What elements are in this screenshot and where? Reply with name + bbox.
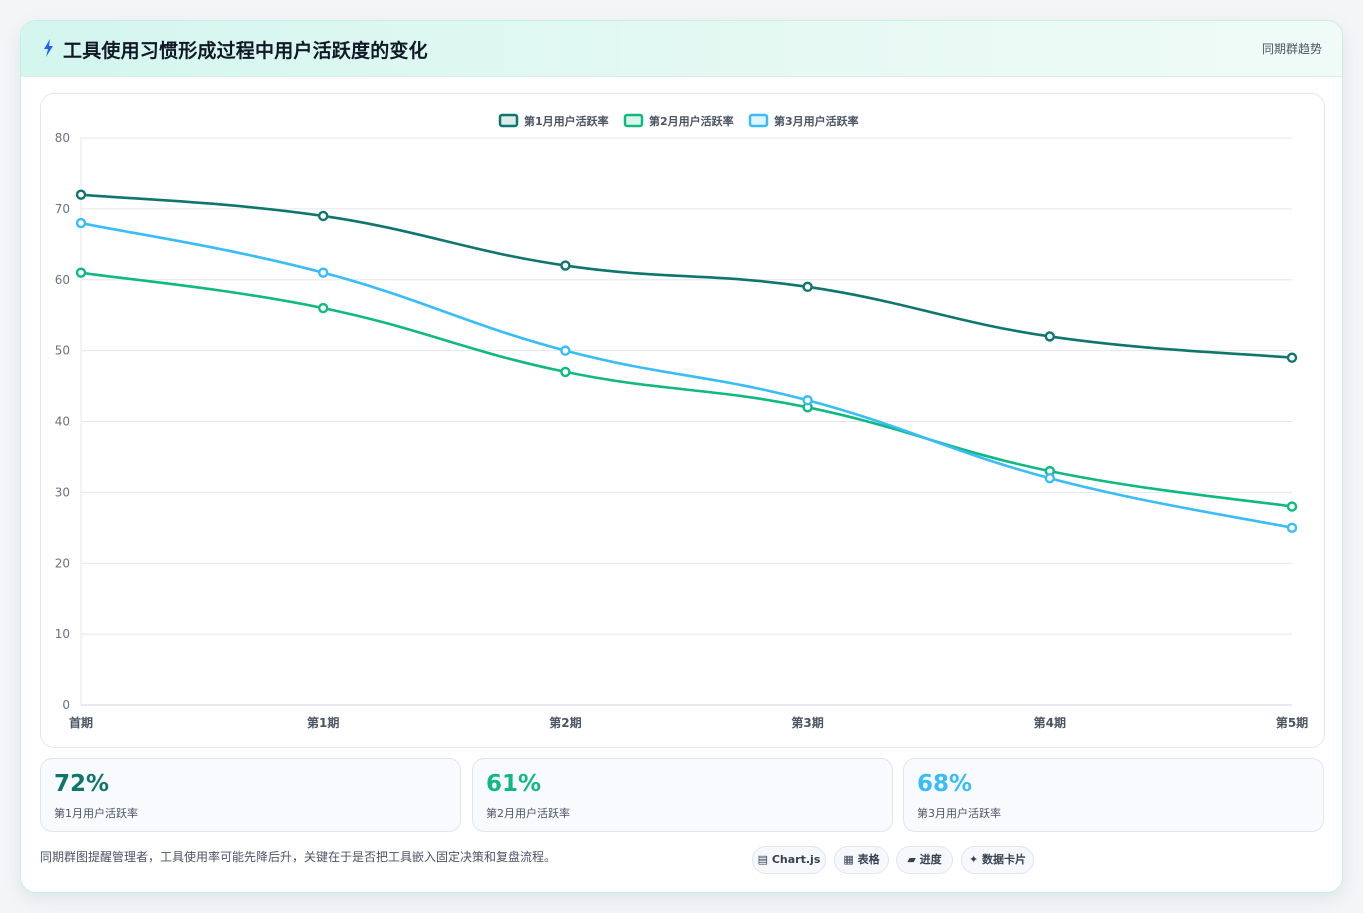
chip-data-card[interactable]: ✦ 数据卡片 bbox=[961, 846, 1034, 874]
data-point bbox=[75, 217, 87, 229]
progress-icon: ▰ bbox=[907, 853, 916, 866]
stat-label: 第3月用户活跃率 bbox=[917, 807, 1001, 820]
data-point bbox=[75, 189, 87, 200]
legend-label: 第1月用户活跃率 bbox=[524, 114, 609, 128]
data-point bbox=[318, 210, 329, 222]
footnote-text: 同期群图提醒管理者，工具使用率可能先降后升，关键在于是否把工具嵌入固定决策和复盘… bbox=[40, 850, 557, 864]
y-tick-label: 40 bbox=[55, 415, 70, 429]
stat-card-month1: 72% 第1月用户活跃率 bbox=[40, 758, 461, 832]
table-icon: ▦ bbox=[843, 853, 854, 866]
data-point bbox=[1044, 473, 1055, 484]
chip-label: Chart.js bbox=[771, 853, 821, 866]
data-point bbox=[802, 281, 813, 293]
data-point bbox=[318, 267, 329, 278]
legend-swatch bbox=[623, 113, 644, 128]
y-tick-label: 30 bbox=[55, 485, 70, 499]
data-point bbox=[560, 366, 571, 378]
stat-cards: 72% 第1月用户活跃率 61% 第2月用户活跃率 68% 第3月用户活跃率 bbox=[40, 758, 1325, 832]
x-tick-label: 第4期 bbox=[1034, 715, 1066, 730]
data-point bbox=[1286, 522, 1298, 534]
data-point bbox=[318, 302, 329, 314]
legend-swatch bbox=[498, 113, 519, 128]
stat-value: 61% bbox=[486, 771, 542, 797]
series-line-2 bbox=[80, 271, 1293, 508]
x-tick-label: 第2期 bbox=[549, 715, 581, 730]
data-point bbox=[560, 345, 571, 356]
dashboard-card: 工具使用习惯形成过程中用户活跃度的变化 同期群趋势 0 10 20 30 40 50 60 7… bbox=[20, 20, 1343, 893]
card-header: 工具使用习惯形成过程中用户活跃度的变化 同期群趋势 bbox=[21, 21, 1342, 77]
legend-swatch bbox=[748, 113, 769, 128]
stat-label: 第1月用户活跃率 bbox=[54, 807, 138, 820]
legend-label: 第3月用户活跃率 bbox=[774, 114, 859, 128]
data-point bbox=[1044, 331, 1055, 342]
y-tick-label: 0 bbox=[62, 698, 70, 712]
data-point bbox=[75, 267, 87, 278]
stat-card-month2: 61% 第2月用户活跃率 bbox=[472, 758, 893, 832]
stat-value: 68% bbox=[917, 771, 973, 797]
data-point bbox=[560, 260, 571, 271]
chip-label: 数据卡片 bbox=[982, 853, 1027, 866]
y-tick-label: 60 bbox=[55, 273, 70, 287]
x-tick-label: 第3期 bbox=[791, 715, 823, 730]
card-icon: ✦ bbox=[968, 853, 979, 866]
line-chart: 0 10 20 30 40 50 60 70 80 首期 第1期 第2期 第3期 第4期 第5期 第1月用户活… bbox=[55, 113, 1308, 730]
cohort-tag: 同期群趋势 bbox=[1261, 42, 1322, 56]
series-line-1 bbox=[80, 193, 1293, 360]
page-title: 工具使用习惯形成过程中用户活跃度的变化 bbox=[63, 40, 428, 62]
stat-card-month3: 68% 第3月用户活跃率 bbox=[903, 758, 1324, 832]
series-line-3 bbox=[80, 221, 1293, 530]
y-tick-label: 70 bbox=[55, 202, 70, 216]
data-point bbox=[802, 395, 813, 406]
y-tick-label: 50 bbox=[55, 344, 70, 358]
lightning-icon bbox=[44, 39, 53, 57]
y-tick-label: 10 bbox=[55, 627, 70, 641]
chart-container: 0 10 20 30 40 50 60 70 80 首期 第1期 第2期 第3期 第4期 第5期 第1月用户活… bbox=[40, 93, 1325, 748]
stat-value: 72% bbox=[54, 771, 110, 797]
x-tick-label: 第1期 bbox=[307, 715, 339, 730]
y-tick-label: 20 bbox=[55, 556, 70, 570]
legend-label: 第2月用户活跃率 bbox=[649, 114, 734, 128]
chart-icon: ▤ bbox=[757, 853, 769, 866]
data-point bbox=[1286, 352, 1298, 363]
chip-progress[interactable]: ▰ 进度 bbox=[896, 846, 953, 874]
x-tick-label: 第5期 bbox=[1276, 715, 1308, 730]
x-tick-label: 首期 bbox=[69, 715, 93, 730]
chip-chartjs[interactable]: ▤ Chart.js bbox=[752, 846, 826, 874]
chip-label: 表格 bbox=[857, 853, 880, 866]
y-tick-label: 80 bbox=[55, 131, 70, 145]
stat-label: 第2月用户活跃率 bbox=[486, 807, 570, 820]
data-point bbox=[1286, 501, 1298, 512]
chip-label: 进度 bbox=[919, 853, 942, 866]
chip-table[interactable]: ▦ 表格 bbox=[834, 846, 889, 874]
